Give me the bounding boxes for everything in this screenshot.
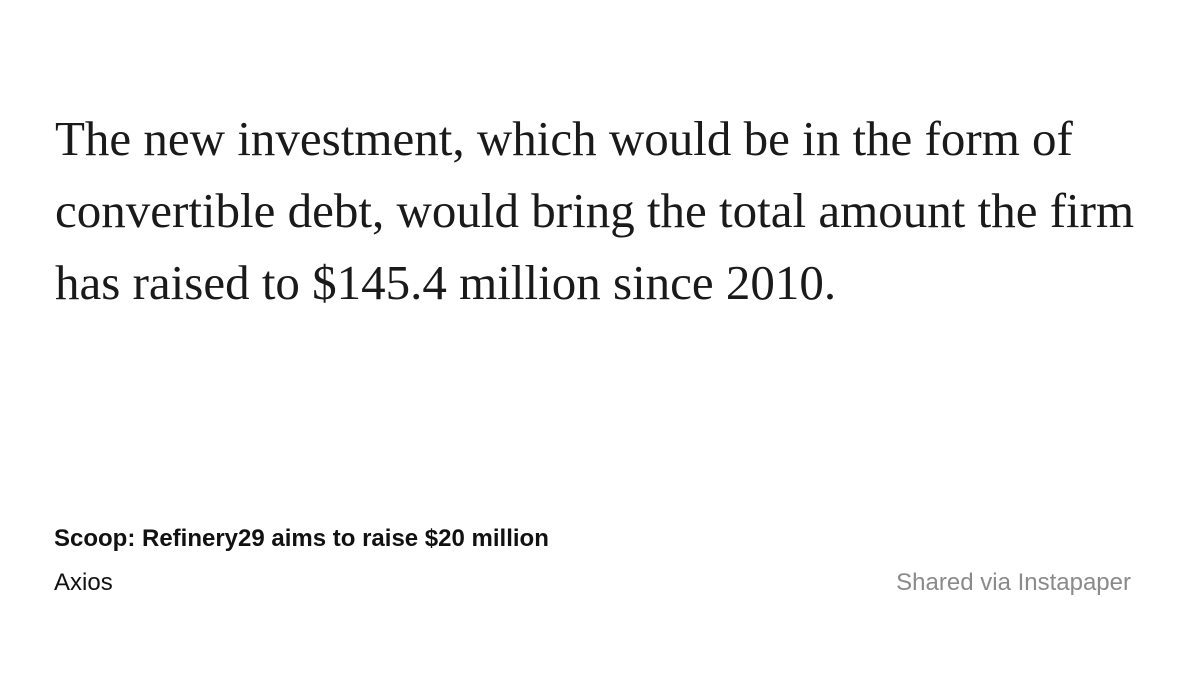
article-title: Scoop: Refinery29 aims to raise $20 mill… [54,525,549,552]
publication-name: Axios [54,569,113,596]
highlighted-quote: The new investment, which would be in th… [55,111,1135,310]
shared-via-label: Shared via Instapaper [896,569,1131,596]
